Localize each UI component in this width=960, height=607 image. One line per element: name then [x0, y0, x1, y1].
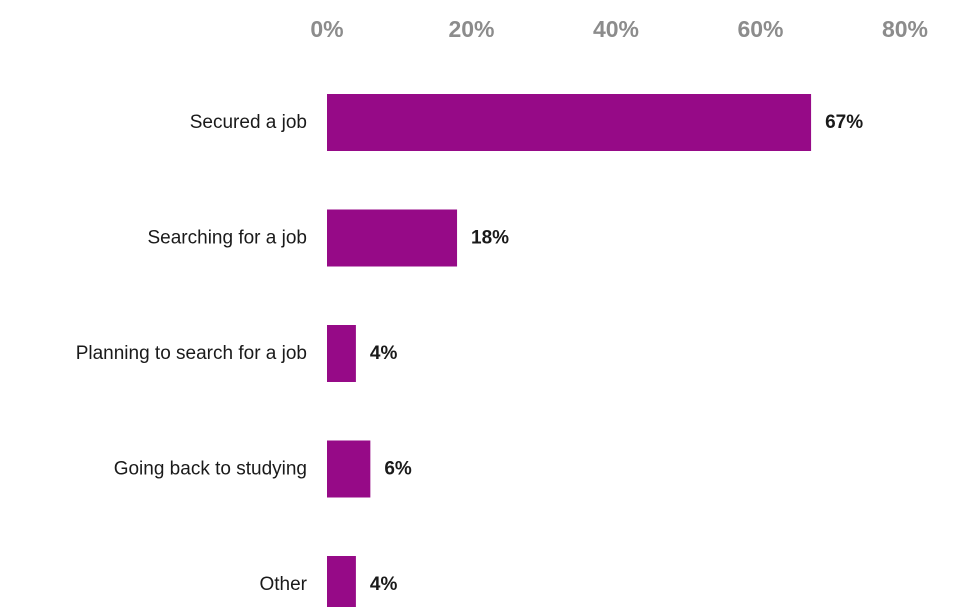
value-label: 4% [370, 343, 398, 364]
x-axis-ticks: 0% 20% 40% 60% 80% [310, 16, 928, 42]
value-label: 67% [825, 112, 863, 133]
category-label: Going back to studying [114, 459, 307, 480]
category-labels: Secured a job Searching for a job Planning… [76, 112, 308, 595]
bar [327, 440, 371, 498]
x-tick-label: 20% [448, 16, 494, 42]
bar [327, 94, 812, 151]
x-tick-label: 0% [310, 16, 343, 42]
category-label: Planning to search for a job [76, 343, 307, 364]
x-tick-label: 80% [882, 16, 928, 42]
bars [327, 94, 812, 607]
x-tick-label: 40% [593, 16, 639, 42]
value-label: 6% [384, 459, 412, 480]
category-label: Other [259, 574, 307, 595]
bar [327, 325, 356, 382]
category-label: Searching for a job [148, 228, 308, 249]
x-tick-label: 60% [737, 16, 783, 42]
value-label: 4% [370, 574, 398, 595]
value-label: 18% [471, 228, 509, 249]
category-label: Secured a job [190, 112, 307, 133]
bar [327, 209, 458, 267]
bar [327, 556, 356, 607]
value-labels: 67% 18% 4% 6% 4% [370, 112, 863, 595]
